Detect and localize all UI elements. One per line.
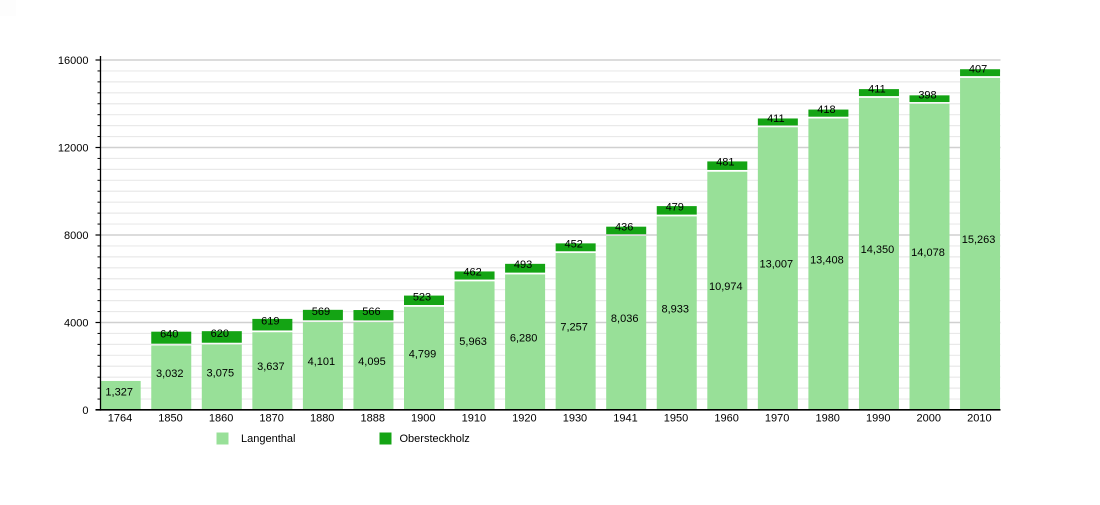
svg-text:8,036: 8,036: [611, 313, 639, 325]
svg-text:14,078: 14,078: [911, 247, 945, 259]
svg-text:479: 479: [666, 201, 684, 213]
svg-text:13,007: 13,007: [760, 259, 794, 271]
svg-text:619: 619: [261, 316, 279, 328]
svg-text:1888: 1888: [361, 413, 385, 425]
svg-text:398: 398: [918, 90, 936, 102]
svg-text:411: 411: [767, 113, 785, 125]
svg-text:640: 640: [160, 329, 178, 341]
svg-text:16000: 16000: [58, 55, 89, 67]
svg-text:1920: 1920: [512, 413, 536, 425]
svg-text:569: 569: [312, 306, 330, 318]
svg-text:411: 411: [868, 84, 886, 96]
svg-text:10,974: 10,974: [709, 281, 743, 293]
svg-text:4,095: 4,095: [358, 356, 386, 368]
svg-text:1764: 1764: [108, 413, 132, 425]
svg-text:1900: 1900: [411, 413, 435, 425]
svg-text:1870: 1870: [259, 413, 283, 425]
svg-text:4,799: 4,799: [409, 349, 437, 361]
svg-text:418: 418: [817, 104, 835, 116]
svg-text:1880: 1880: [310, 413, 334, 425]
svg-text:12000: 12000: [58, 142, 89, 154]
svg-text:Langenthal: Langenthal: [241, 433, 295, 445]
svg-text:1980: 1980: [815, 413, 839, 425]
svg-text:7,257: 7,257: [560, 322, 588, 334]
svg-text:1,327: 1,327: [105, 386, 133, 398]
svg-text:1990: 1990: [866, 413, 890, 425]
svg-text:1970: 1970: [765, 413, 789, 425]
svg-text:407: 407: [969, 64, 987, 76]
svg-text:1941: 1941: [613, 413, 637, 425]
svg-text:620: 620: [211, 328, 229, 340]
svg-text:6,280: 6,280: [510, 332, 538, 344]
svg-text:3,637: 3,637: [257, 361, 285, 373]
svg-text:1960: 1960: [714, 413, 738, 425]
svg-text:1910: 1910: [462, 413, 486, 425]
svg-text:523: 523: [413, 291, 431, 303]
svg-text:3,032: 3,032: [156, 368, 184, 380]
svg-text:452: 452: [564, 238, 582, 250]
svg-text:13,408: 13,408: [810, 254, 844, 266]
svg-text:566: 566: [362, 306, 380, 318]
svg-text:493: 493: [514, 259, 532, 271]
svg-text:1950: 1950: [664, 413, 688, 425]
svg-text:1860: 1860: [209, 413, 233, 425]
svg-text:Obersteckholz: Obersteckholz: [400, 433, 470, 445]
svg-text:462: 462: [463, 267, 481, 279]
svg-text:8,933: 8,933: [661, 303, 689, 315]
svg-text:481: 481: [716, 157, 734, 169]
svg-text:2000: 2000: [917, 413, 941, 425]
svg-text:1930: 1930: [563, 413, 587, 425]
svg-text:3,075: 3,075: [207, 367, 235, 379]
svg-text:4000: 4000: [64, 317, 88, 329]
svg-text:8000: 8000: [64, 230, 88, 242]
svg-text:2010: 2010: [967, 413, 991, 425]
svg-text:0: 0: [82, 405, 88, 417]
svg-text:1850: 1850: [158, 413, 182, 425]
svg-text:14,350: 14,350: [861, 244, 895, 256]
svg-text:5,963: 5,963: [459, 336, 487, 348]
svg-text:436: 436: [615, 221, 633, 233]
svg-text:15,263: 15,263: [962, 234, 996, 246]
svg-text:4,101: 4,101: [308, 356, 336, 368]
